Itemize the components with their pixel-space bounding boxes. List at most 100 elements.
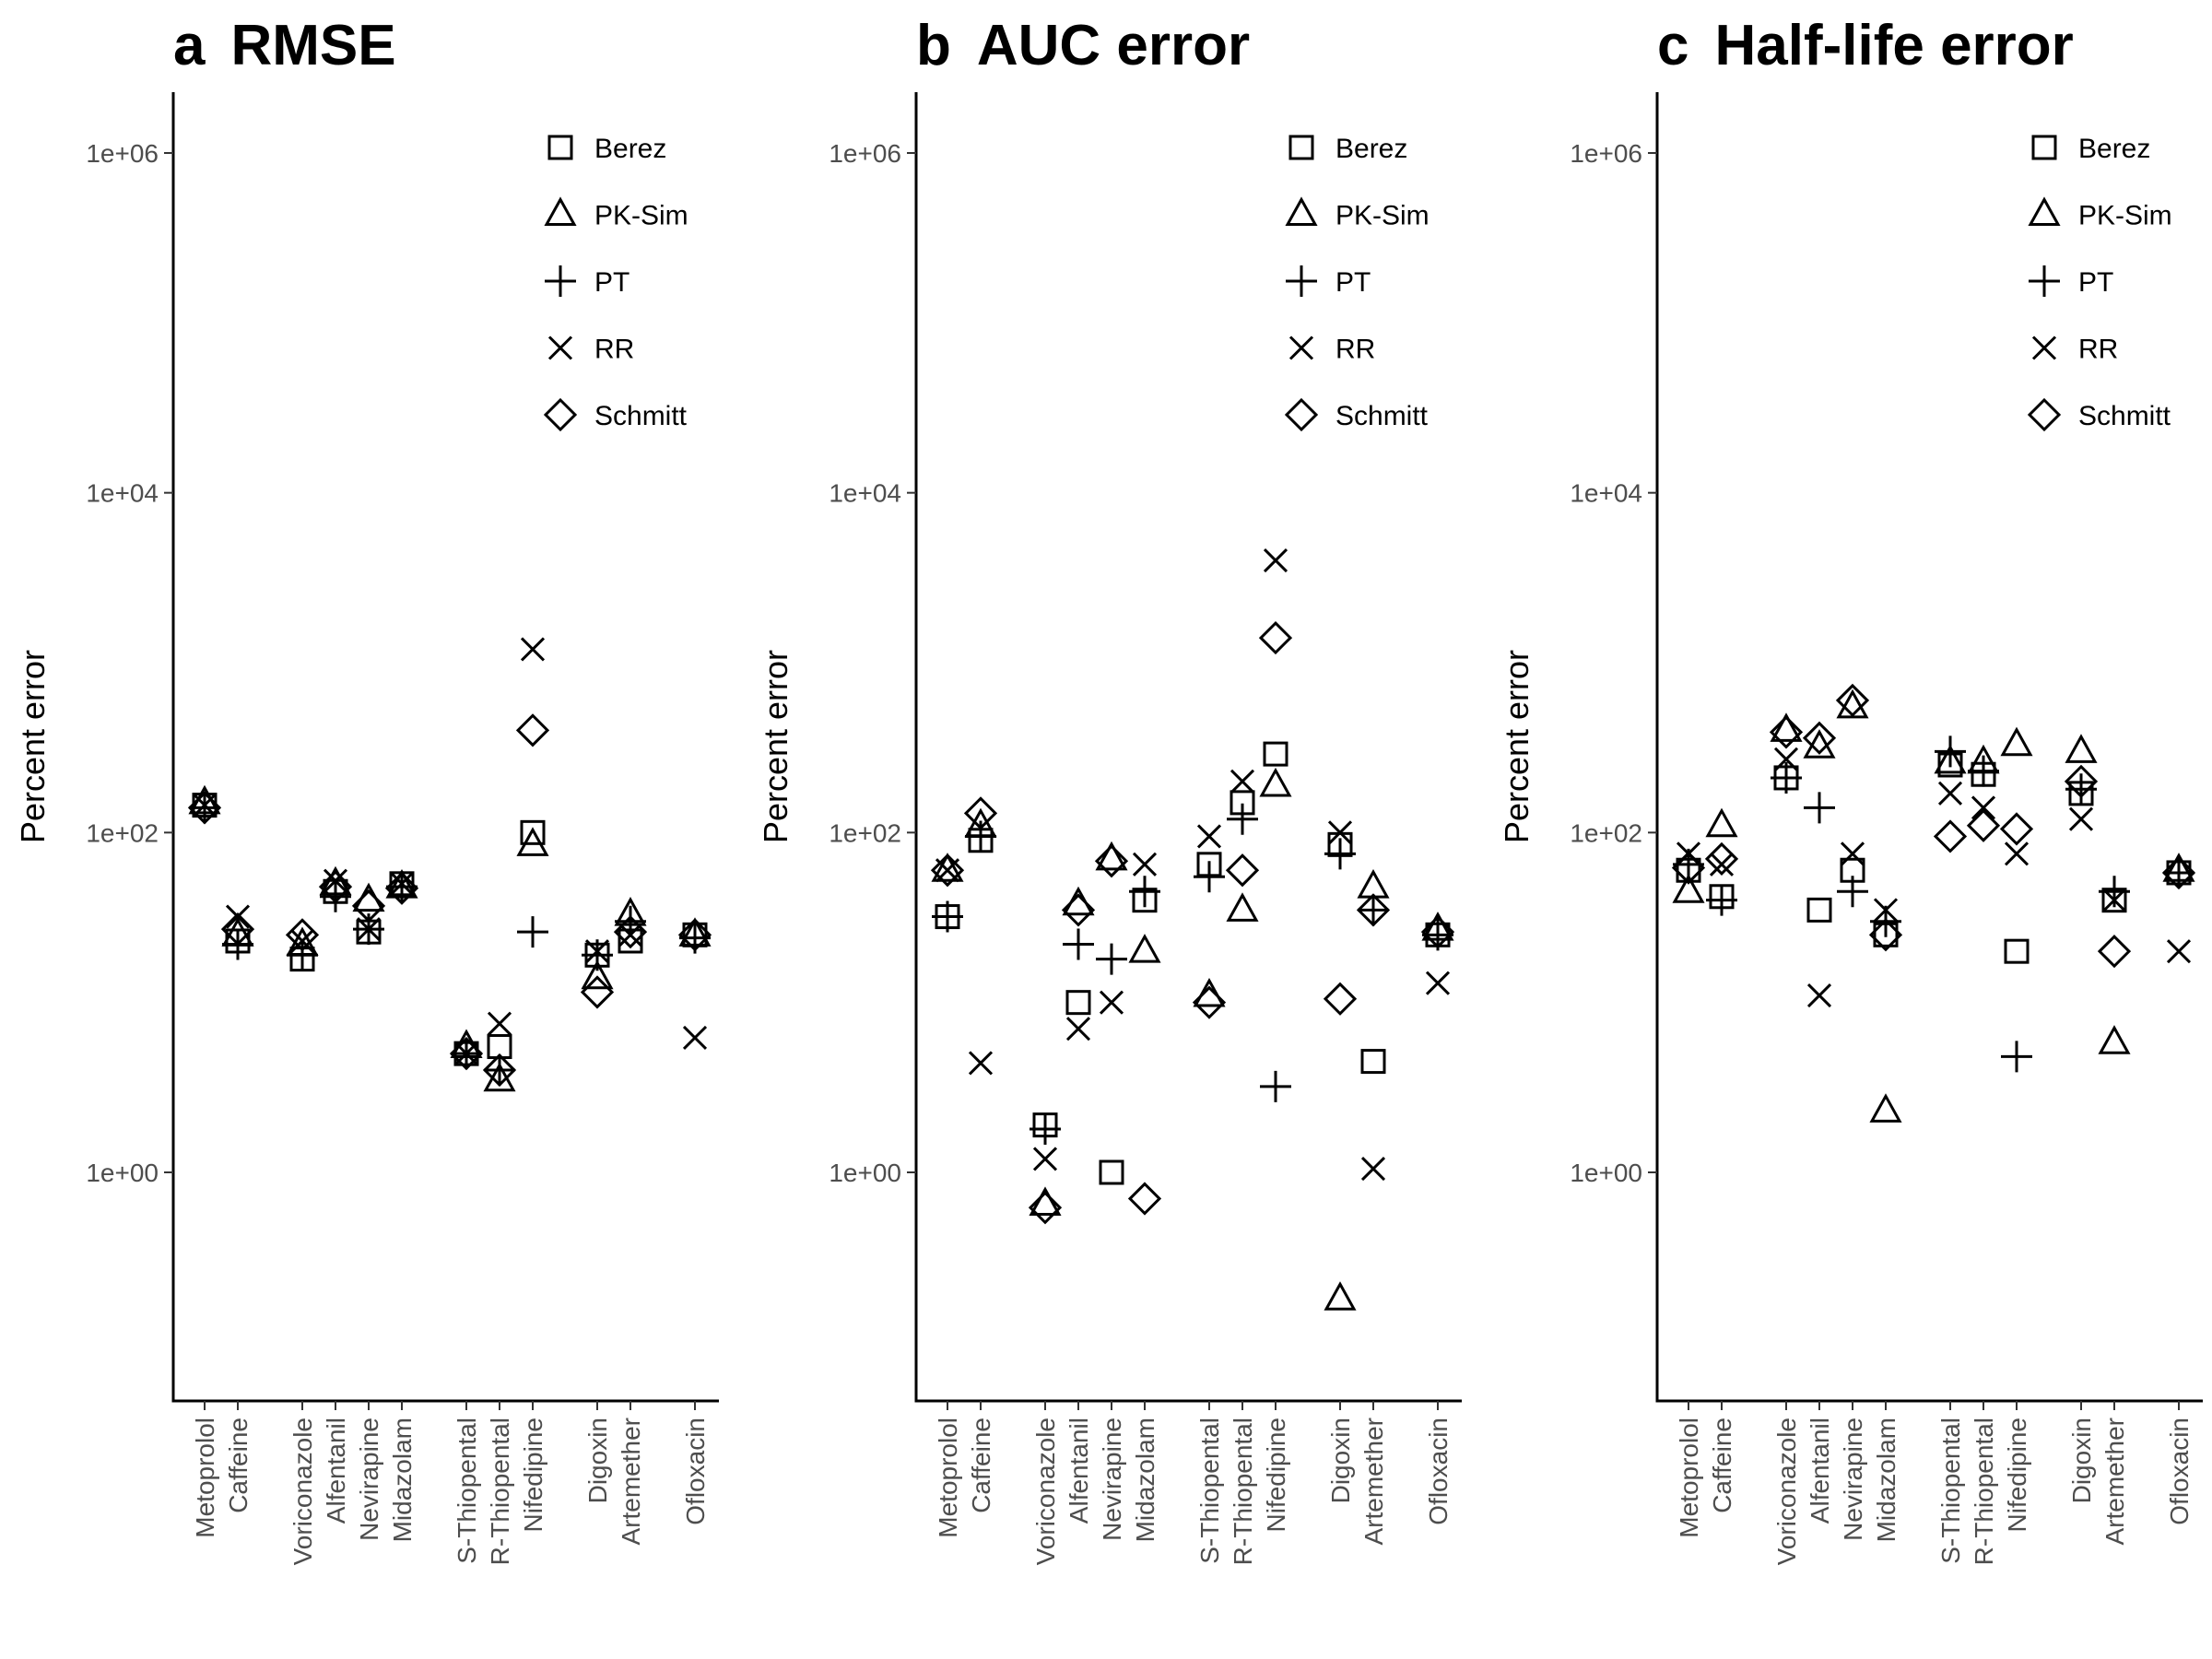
x-tick-label: Metoprolol [191,1418,219,1538]
legend-label: PT [2078,267,2113,298]
data-point [1705,807,1738,838]
series-schmitt [930,620,1455,1225]
x-tick-label: Nifedipine [2003,1418,2031,1533]
x-tick-label: Caffeine [224,1418,253,1513]
x-tick-label: Artemether [2100,1418,2129,1546]
panel-title-text: Half-life error [1714,14,2073,77]
data-point [1709,852,1735,877]
y-tick-label: 1e+06 [829,139,901,168]
data-point [323,868,348,893]
data-point [1835,683,1870,718]
data-point [220,912,255,947]
data-point [192,793,218,818]
legend-key [545,265,576,297]
panel-title-text: AUC error [977,14,1250,77]
y-tick-label: 1e+04 [1570,479,1642,508]
data-point [1196,824,1222,849]
series-schmitt [1671,683,2196,969]
data-point [1360,1157,1386,1182]
series-rr [1676,747,2192,1008]
data-point [320,880,351,912]
y-tick-label: 1e+00 [86,1159,159,1187]
data-point [1806,982,1832,1008]
legend-label: PT [1335,267,1371,298]
panel-title: b AUC error [916,14,1250,77]
legend-key [1284,397,1319,432]
data-point [516,827,549,856]
data-point [389,871,415,896]
data-point [351,888,386,924]
legend-label: RR [1335,335,1375,365]
data-point [2000,726,2033,757]
x-tick-label: Midazolam [1872,1418,1900,1542]
data-point [225,904,251,929]
data-point [1357,869,1390,899]
data-point [1868,918,1903,952]
data-point [965,820,996,853]
data-point [1128,934,1161,963]
legend-label: RR [2078,335,2118,365]
data-point [1129,876,1160,908]
data-point [515,713,550,747]
data-point [1192,985,1227,1019]
data-point [386,871,418,903]
series-berez [1676,752,2192,964]
data-point [1127,1182,1162,1216]
data-point [1099,990,1124,1015]
y-tick-label: 1e+00 [829,1159,901,1187]
x-tick-label: Alfentanil [322,1418,350,1524]
data-point [682,1025,708,1051]
x-tick-label: Voriconazole [1772,1418,1801,1565]
x-tick-label: Caffeine [967,1418,995,1513]
data-point [1706,884,1737,916]
x-tick-label: R-Thiopental [1229,1418,1257,1565]
data-point [615,905,646,937]
data-point [582,939,613,971]
data-point [1806,897,1832,923]
data-point [482,1053,517,1088]
panel-title: a RMSE [173,14,396,77]
data-point [384,871,419,905]
x-tick-label: Digoxin [583,1418,612,1503]
legend-key [2031,135,2057,160]
legend-key [2027,397,2062,432]
data-point [581,959,614,990]
data-point [1356,893,1391,927]
legend: Berez PK-Sim PT RR Schmitt [2027,134,2172,432]
x-tick-label: Midazolam [388,1418,417,1542]
x-tick-label: Caffeine [1708,1418,1736,1513]
data-point [932,900,963,933]
data-point [1999,812,2034,846]
data-point [2004,938,2030,964]
series-pt [932,803,1453,1145]
x-tick-label: Ofloxacin [681,1418,710,1525]
data-point [1259,767,1292,797]
panel-title-text: RMSE [230,14,395,77]
data-point [1096,943,1127,975]
series-pt [189,792,711,1087]
data-point [1704,841,1739,877]
data-point [1029,1186,1062,1216]
data-point [1420,915,1455,949]
data-point [1837,876,1868,908]
y-axis-label: Percent error [1498,650,1535,843]
legend-key [1285,196,1318,226]
data-point [1937,781,1963,806]
data-point [580,975,615,1009]
y-tick-label: 1e+04 [86,479,159,508]
x-tick-label: Metoprolol [934,1418,962,1538]
data-point [1804,792,1835,824]
legend-key [1286,265,1317,297]
series-pk-sim [931,767,1454,1311]
x-tick-label: Artemether [617,1418,645,1546]
data-point [1773,747,1799,771]
x-tick-label: Metoprolol [1675,1418,1703,1538]
data-point [1226,892,1259,922]
x-tick-label: Voriconazole [1031,1418,1060,1565]
data-point [2065,734,2098,763]
data-point [1099,1159,1124,1185]
data-point [1263,547,1288,573]
data-point [584,939,610,964]
data-point [963,796,998,830]
